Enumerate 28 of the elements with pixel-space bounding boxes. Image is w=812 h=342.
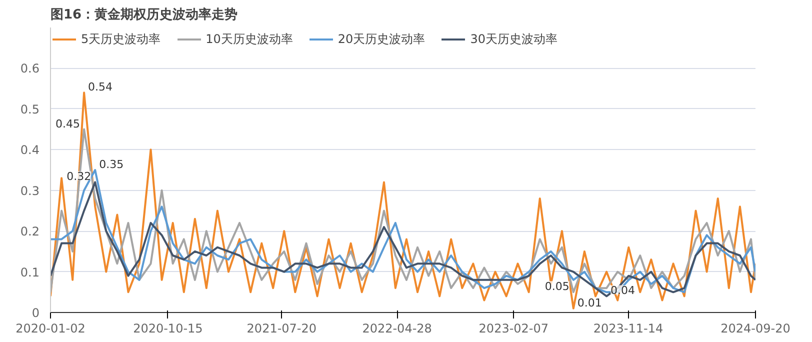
- legend-label: 30天历史波动率: [470, 30, 558, 48]
- legend-label: 10天历史波动率: [206, 30, 293, 48]
- y-tick-label: 0.6: [20, 62, 40, 76]
- y-tick-label: 0.1: [20, 265, 40, 280]
- x-tick-label: 2023-11-14: [593, 322, 664, 336]
- annotation: 0.32: [66, 170, 92, 184]
- x-tick-label: 2022-04-28: [362, 322, 432, 336]
- x-tick-label: 2023-02-07: [478, 322, 549, 336]
- y-tick-label: 0.2: [20, 224, 40, 239]
- annotation: 0.54: [88, 80, 113, 94]
- x-tick-label: 2020-01-02: [16, 322, 86, 336]
- annotation: 0.01: [577, 296, 602, 310]
- annotation: 0.04: [610, 284, 636, 298]
- y-tick-label: 0: [32, 306, 40, 320]
- x-tick-label: 2024-09-20: [720, 322, 790, 336]
- annotation: 0.45: [56, 117, 80, 130]
- line-series: [50, 128, 756, 294]
- annotation: 0.35: [99, 158, 124, 171]
- annotation: 0.05: [544, 280, 570, 294]
- legend-label: 20天历史波动率: [338, 30, 426, 48]
- y-tick-label: 0.4: [20, 143, 40, 158]
- y-tick-label: 0.3: [20, 184, 40, 198]
- x-tick-label: 2021-07-20: [246, 322, 317, 336]
- x-tick-label: 2020-10-15: [133, 322, 203, 336]
- y-tick-label: 0.5: [20, 102, 40, 116]
- chart-title: 图16：黄金期权历史波动率走势: [50, 6, 238, 22]
- line-series: [50, 92, 756, 310]
- legend-label: 5天历史波动率: [81, 30, 161, 48]
